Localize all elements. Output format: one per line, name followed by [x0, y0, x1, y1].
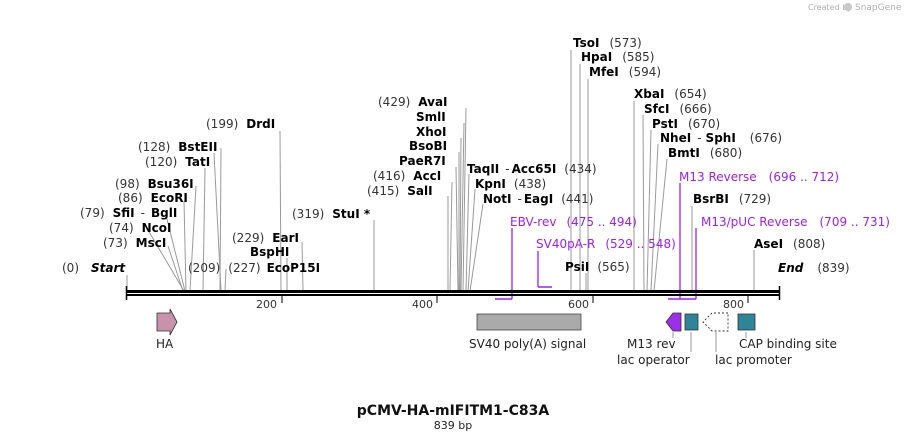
- site-paeR7I[interactable]: PaeR7I: [399, 154, 446, 168]
- cap-binding-site-feature[interactable]: [737, 313, 756, 331]
- sv40-polya-feature[interactable]: [476, 313, 582, 331]
- lac-promoter-feature-arrow[interactable]: [702, 312, 729, 332]
- site-xbaI[interactable]: XbaI (654): [634, 87, 707, 101]
- start-label: (0) Start: [62, 261, 126, 275]
- sequence-backbone: [126, 290, 780, 293]
- site-avaI[interactable]: (429) AvaI: [378, 95, 448, 109]
- brand-text: SnapGene: [855, 3, 902, 13]
- site-salI[interactable]: (415) SalI: [367, 184, 433, 198]
- primer-sv40pa-r[interactable]: SV40pA-R (529 .. 548): [536, 237, 676, 251]
- site-nheI[interactable]: NheI - SphI (676): [660, 131, 782, 145]
- site-sfcI[interactable]: SfcI (666): [644, 102, 712, 116]
- m13-rev-label: M13 rev: [627, 337, 676, 351]
- site-earI[interactable]: (229) EarI: [232, 231, 299, 245]
- tick-label: 400: [412, 298, 433, 311]
- site-bsoBI[interactable]: BsoBI: [409, 139, 447, 153]
- site-drdI[interactable]: (199) DrdI: [206, 117, 275, 131]
- site-tsoI[interactable]: TsoI (573): [573, 36, 642, 50]
- primer-ebv-rev[interactable]: EBV-rev (475 .. 494): [510, 215, 637, 229]
- site-notI[interactable]: NotI - EagI (441): [483, 192, 593, 206]
- credit-text: Created by: [808, 3, 852, 12]
- site-stuI[interactable]: (319) StuI *: [292, 207, 371, 221]
- cap-binding-site-label: CAP binding site: [739, 337, 837, 351]
- site-psiI[interactable]: PsiI (565): [565, 260, 630, 274]
- lac-promoter-label: lac promoter: [715, 353, 792, 367]
- site-bspHI[interactable]: BspHI: [250, 245, 289, 259]
- primer-lines: [495, 183, 697, 300]
- site-sfiI[interactable]: (79) SfiI - BglI: [80, 206, 177, 220]
- end-label: End (839): [778, 261, 850, 275]
- primer-m13-reverse[interactable]: M13 Reverse (696 .. 712): [679, 170, 839, 184]
- site-tatI[interactable]: (120) TatI: [145, 155, 210, 169]
- tick-label: 200: [256, 298, 277, 311]
- snapgene-logo-icon: [844, 3, 853, 11]
- m13-rev-feature-arrow[interactable]: [665, 312, 682, 332]
- site-bsrBI[interactable]: BsrBI (729): [693, 192, 771, 206]
- site-smlI[interactable]: SmlI: [416, 110, 446, 124]
- site-bstEII[interactable]: (128) BstEII: [138, 140, 217, 154]
- ruler: 200 400 600 800: [256, 296, 749, 311]
- ha-feature-arrow[interactable]: [156, 308, 178, 336]
- sv40-polya-label: SV40 poly(A) signal: [469, 337, 586, 351]
- ha-feature-label: HA: [156, 337, 174, 351]
- site-bmtI[interactable]: BmtI (680): [668, 146, 742, 160]
- site-bsu36I[interactable]: (98) Bsu36I: [115, 177, 194, 191]
- map-title: pCMV-HA-mIFITM1-C83A: [357, 403, 550, 419]
- sequence-backbone-strand: [126, 294, 780, 296]
- site-taqII[interactable]: TaqII - Acc65I (434): [467, 162, 597, 176]
- site-xhoI[interactable]: XhoI: [416, 125, 447, 139]
- lac-operator-feature[interactable]: [684, 313, 699, 331]
- site-aseI[interactable]: AseI (808): [754, 237, 825, 251]
- lac-operator-label: lac operator: [617, 353, 690, 367]
- site-mscI[interactable]: (73) MscI: [103, 236, 166, 250]
- tick-label: 600: [568, 298, 589, 311]
- primer-m13-puc-reverse[interactable]: M13/pUC Reverse (709 .. 731): [701, 215, 890, 229]
- site-accI[interactable]: (416) AccI: [373, 169, 441, 183]
- site-kpnI[interactable]: KpnI (438): [475, 177, 546, 191]
- site-hpaI[interactable]: HpaI (585): [581, 50, 654, 64]
- site-mfeI[interactable]: MfeI (594): [589, 65, 661, 79]
- tick-label: 800: [723, 298, 744, 311]
- site-pstI[interactable]: PstI (670): [652, 117, 720, 131]
- site-ecoP15I[interactable]: (209) (227) EcoP15I: [188, 261, 320, 275]
- leader-lines: [126, 50, 755, 292]
- map-length: 839 bp: [434, 419, 472, 432]
- site-ncoI[interactable]: (74) NcoI: [109, 221, 172, 235]
- site-ecoRI[interactable]: (86) EcoRI: [118, 191, 188, 205]
